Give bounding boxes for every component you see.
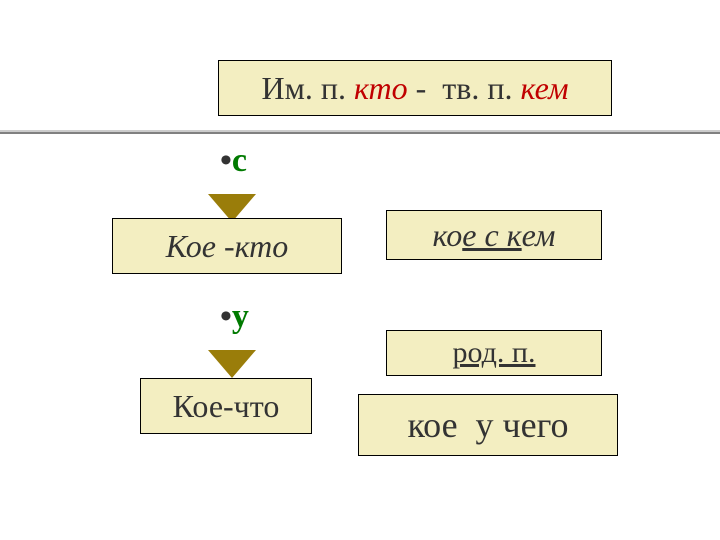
top-title-box: Им. п. кто - тв. п. кем — [218, 60, 612, 116]
box-rod-p: род. п. — [386, 330, 602, 376]
bullet-s: •с — [220, 142, 247, 180]
box-koe-u-chego: кое у чего — [358, 394, 618, 456]
box-koe-chto: Кое-что — [140, 378, 312, 434]
box-koe-s-kem: кое с кем — [386, 210, 602, 260]
box-koe-kto: Кое -кто — [112, 218, 342, 274]
hr-bottom — [0, 132, 720, 134]
bullet-u: •у — [220, 298, 249, 336]
arrow-down-2 — [208, 350, 256, 378]
